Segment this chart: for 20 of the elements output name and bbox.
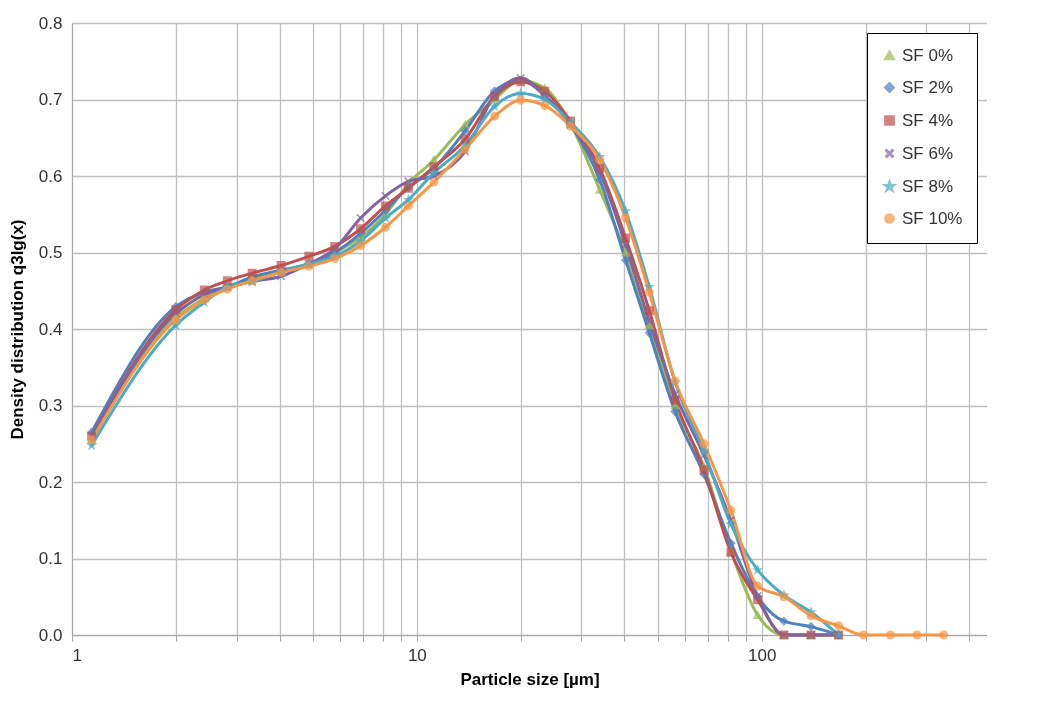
legend-label: SF 0% bbox=[902, 45, 954, 65]
y-tick-label: 0.3 bbox=[38, 396, 63, 415]
legend-label: SF 10% bbox=[902, 208, 963, 228]
legend-label: SF 4% bbox=[902, 110, 954, 130]
x-tick-label: 10 bbox=[407, 645, 427, 665]
y-tick-label: 0.5 bbox=[38, 243, 63, 262]
x-axis-title: Particle size [µm] bbox=[460, 669, 600, 689]
legend-label: SF 6% bbox=[902, 143, 954, 163]
legend-label: SF 2% bbox=[902, 77, 954, 97]
y-tick-label: 0.0 bbox=[38, 625, 63, 645]
y-tick-label: 0.8 bbox=[38, 13, 63, 33]
y-tick-label: 0.6 bbox=[38, 166, 63, 186]
x-tick-label: 1 bbox=[72, 645, 82, 665]
y-tick-label: 0.4 bbox=[38, 319, 63, 339]
y-axis-title: Density distribution q3lg(x) bbox=[7, 219, 27, 440]
legend-label: SF 8% bbox=[902, 176, 954, 196]
y-tick-label: 0.2 bbox=[38, 472, 63, 492]
y-tick-label: 0.1 bbox=[38, 549, 63, 568]
y-tick-label: 0.7 bbox=[38, 90, 63, 109]
x-tick-label: 100 bbox=[748, 645, 777, 665]
